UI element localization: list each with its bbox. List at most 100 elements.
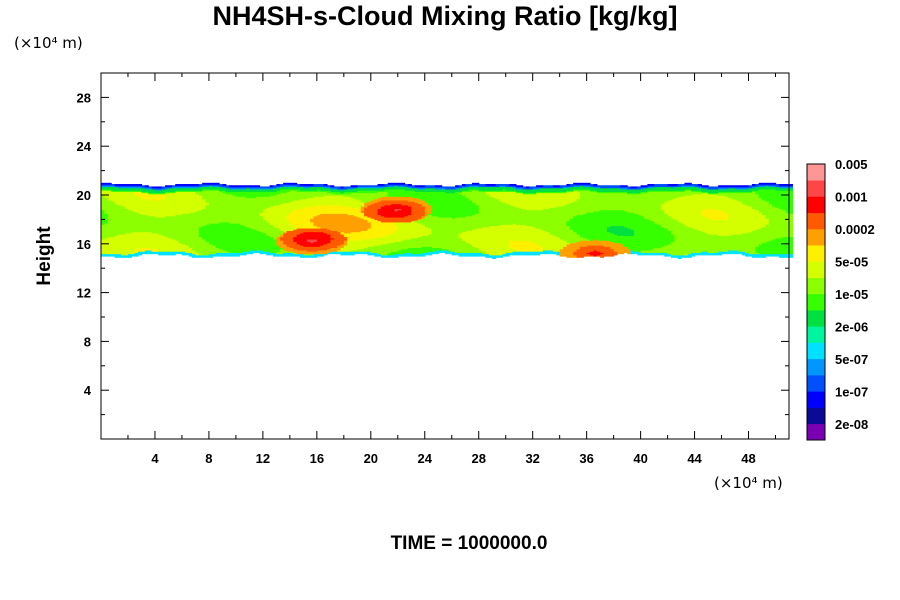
field-cell <box>306 205 352 208</box>
field-cell <box>566 191 581 194</box>
field-cell <box>549 207 662 210</box>
field-cell <box>101 214 109 217</box>
field-cell <box>772 204 793 207</box>
field-cell <box>620 187 628 190</box>
field-cell <box>101 193 136 196</box>
field-cell <box>424 225 490 228</box>
field-cell <box>205 207 267 210</box>
field-cell <box>670 241 766 244</box>
field-cell <box>101 186 119 189</box>
field-cell <box>573 190 578 192</box>
field-cell <box>522 192 537 195</box>
field-cell <box>765 214 793 217</box>
field-cell <box>407 247 443 250</box>
field-cell <box>394 221 419 224</box>
field-cell <box>559 249 578 252</box>
field-cell <box>765 225 793 228</box>
field-cell <box>515 223 568 225</box>
field-cell <box>340 188 345 191</box>
field-cell <box>765 185 770 188</box>
field-cell <box>353 214 365 217</box>
field-cell <box>283 234 298 236</box>
field-cell <box>751 186 756 189</box>
field-cell <box>330 185 335 188</box>
field-cell <box>633 232 672 235</box>
field-cell <box>367 201 379 203</box>
field-cell <box>701 251 709 253</box>
field-cell <box>539 245 568 247</box>
field-cell <box>101 190 112 192</box>
field-cell <box>758 193 793 196</box>
field-cell <box>421 215 426 218</box>
field-cell <box>600 251 618 253</box>
field-cell <box>458 187 517 190</box>
field-cell <box>394 185 399 188</box>
field-cell <box>610 246 628 249</box>
field-cell <box>330 234 345 236</box>
field-cell <box>212 185 220 188</box>
field-cell <box>630 249 635 252</box>
field-cell <box>350 205 362 208</box>
field-cell <box>337 230 362 233</box>
field-cell <box>751 205 777 208</box>
field-cell <box>205 204 274 207</box>
field-cell <box>178 241 210 244</box>
x-axis-unit: (×10⁴ m) <box>714 474 783 492</box>
field-cell <box>768 201 793 203</box>
field-cell <box>542 247 564 250</box>
field-cell <box>198 226 250 229</box>
x-tick-label: 28 <box>471 451 485 466</box>
field-cell <box>397 225 426 228</box>
field-cell <box>101 235 116 238</box>
field-cell <box>525 224 568 227</box>
field-cell <box>674 236 783 239</box>
field-cell <box>246 196 257 199</box>
field-cell <box>748 185 760 188</box>
field-cell <box>536 191 568 194</box>
field-cell <box>569 242 621 245</box>
field-cell <box>387 191 446 194</box>
field-cell <box>586 212 635 214</box>
field-cell <box>424 214 429 217</box>
field-cell <box>350 196 382 199</box>
field-cell <box>380 205 412 208</box>
field-cell <box>445 187 456 190</box>
field-cell <box>596 190 648 192</box>
field-cell <box>556 235 581 238</box>
field-cell <box>536 192 581 195</box>
field-cell <box>559 252 574 255</box>
field-cell <box>525 208 544 211</box>
field-cell <box>370 216 422 219</box>
field-cell <box>573 201 665 203</box>
field-cell <box>198 253 210 256</box>
field-cell <box>583 213 638 216</box>
field-cell <box>347 236 379 239</box>
field-cell <box>101 184 116 186</box>
field-cell <box>101 198 109 201</box>
field-cell <box>121 253 129 256</box>
field-cell <box>465 240 510 242</box>
field-cell <box>488 193 581 196</box>
field-cell <box>590 190 598 192</box>
field-cell <box>664 212 702 214</box>
field-cell <box>627 192 642 195</box>
field-cell <box>509 245 541 247</box>
field-cell <box>303 245 321 247</box>
field-cell <box>465 186 514 189</box>
field-cell <box>101 245 190 247</box>
field-cell <box>195 251 230 253</box>
field-cell <box>509 242 537 245</box>
field-cell <box>208 241 277 244</box>
field-cell <box>195 191 224 194</box>
field-cell <box>718 185 750 188</box>
field-cell <box>283 252 294 255</box>
field-cell <box>357 215 369 218</box>
field-cell <box>380 220 412 223</box>
x-tick-label: 36 <box>579 451 593 466</box>
field-cell <box>576 241 615 244</box>
field-cell <box>627 187 642 190</box>
field-cell <box>165 192 197 195</box>
field-cell <box>104 209 132 212</box>
field-cell <box>205 201 291 203</box>
field-cell <box>755 229 793 231</box>
